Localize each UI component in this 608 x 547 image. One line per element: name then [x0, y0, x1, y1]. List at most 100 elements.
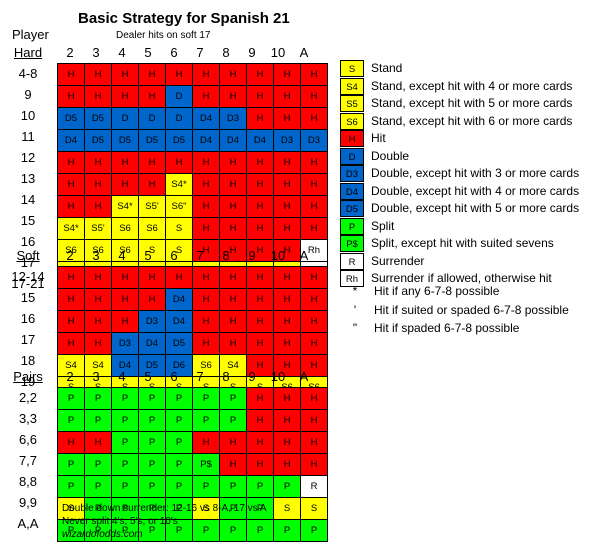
strategy-cell: H [219, 266, 247, 289]
strategy-cell: H [138, 288, 166, 311]
strategy-cell: H [300, 288, 328, 311]
strategy-cell: H [300, 332, 328, 355]
legend-item: P Split [340, 217, 608, 237]
player-hand-label: 12-14 [11, 269, 45, 284]
strategy-cell: D5 [84, 107, 112, 130]
strategy-cell: H [300, 409, 328, 432]
strategy-cell: H [192, 173, 220, 196]
strategy-cell: H [138, 151, 166, 174]
dealer-card-header: 3 [92, 248, 100, 263]
dealer-card-header: 6 [170, 45, 178, 60]
legend-item: D4 Double, except hit with 4 or more card… [340, 182, 608, 202]
footnote-text: Hit if spaded 6-7-8 possible [374, 321, 520, 335]
strategy-cell: D [165, 85, 193, 108]
dealer-card-header: A [299, 369, 309, 384]
strategy-cell: H [273, 173, 301, 196]
player-label: Player [12, 27, 49, 42]
strategy-cell: P [84, 475, 112, 498]
legend-swatch: S6 [340, 112, 364, 130]
strategy-cell: H [246, 63, 274, 86]
legend-text: Double, except hit with 3 or more cards [371, 166, 580, 180]
footnote-item: * Hit if any 6-7-8 possible [343, 283, 608, 303]
strategy-cell: P [219, 409, 247, 432]
dealer-card-header: 7 [196, 369, 204, 384]
strategy-cell: H [300, 195, 328, 218]
player-hand-label: 11 [21, 129, 35, 144]
strategy-cell: H [300, 151, 328, 174]
strategy-cell: P [192, 475, 220, 498]
legend-swatch: D3 [340, 165, 364, 182]
strategy-cell: H [246, 288, 274, 311]
strategy-cell: H [138, 85, 166, 108]
strategy-cell: D [138, 107, 166, 130]
strategy-cell: H [192, 288, 220, 311]
strategy-cell: P [84, 453, 112, 476]
strategy-cell: H [246, 217, 274, 240]
dealer-card-header: 10 [270, 248, 286, 263]
strategy-cell: P [273, 519, 301, 542]
player-hand-label: 17-21 [11, 276, 45, 291]
strategy-cell: H [57, 288, 85, 311]
strategy-cell: H [246, 195, 274, 218]
legend-swatch: S [340, 60, 364, 77]
dealer-card-header: 5 [144, 369, 152, 384]
dealer-card-header: 7 [196, 45, 204, 60]
strategy-cell: P [111, 409, 139, 432]
strategy-cell: S [165, 239, 193, 262]
strategy-cell: D5 [138, 129, 166, 152]
dealer-card-header: 8 [222, 369, 230, 384]
strategy-cell: H [192, 85, 220, 108]
strategy-cell: H [57, 151, 85, 174]
strategy-cell: H [111, 151, 139, 174]
strategy-cell: H [192, 217, 220, 240]
footnote-symbol: * [352, 284, 358, 298]
strategy-cell: P [138, 497, 166, 520]
table-row: H H H H S4* H H H H H [57, 173, 328, 196]
strategy-cell: D5 [111, 129, 139, 152]
strategy-cell: P [273, 475, 301, 498]
strategy-cell: H [246, 453, 274, 476]
legend-text: Surrender if allowed, otherwise hit [371, 271, 552, 285]
strategy-cell: S [57, 497, 85, 520]
legend-swatch: S5 [340, 95, 364, 112]
footnote-symbol: " [352, 321, 358, 335]
strategy-cell: H [57, 85, 85, 108]
section-label-soft: Soft [16, 248, 40, 263]
strategy-cell: H [57, 195, 85, 218]
footer-surrender-note: Double down surrender: 12-16 vs 8-A, 17 … [62, 503, 267, 514]
page-title: Basic Strategy for Spanish 21 [78, 10, 290, 27]
legend-swatch: S4 [340, 77, 364, 95]
legend-swatch: P [340, 217, 364, 235]
strategy-cell: H [84, 431, 112, 454]
strategy-cell: H [111, 288, 139, 311]
dealer-card-header: A [299, 248, 309, 263]
player-hand-label: 9,9 [18, 495, 38, 510]
player-hand-label: 16 [20, 234, 36, 249]
legend-swatch: H [340, 130, 364, 147]
strategy-cell: D4 [192, 129, 220, 152]
legend-item: S5 Stand, except hit with 5 or more cards [340, 94, 608, 114]
strategy-cell: D3 [111, 332, 139, 355]
strategy-cell: H [138, 266, 166, 289]
footnote-item: " Hit if spaded 6-7-8 possible [343, 320, 608, 340]
strategy-cell: S4* [165, 173, 193, 196]
strategy-cell: D4 [138, 332, 166, 355]
strategy-cell: P [111, 519, 139, 542]
strategy-cell: H [273, 107, 301, 130]
strategy-cell: H [273, 239, 301, 262]
strategy-cell: D5 [84, 129, 112, 152]
strategy-cell: H [273, 310, 301, 333]
strategy-cell: P [138, 519, 166, 542]
strategy-cell: H [300, 173, 328, 196]
strategy-cell: H [300, 85, 328, 108]
strategy-cell: H [192, 151, 220, 174]
strategy-cell: H [300, 453, 328, 476]
strategy-cell: P [246, 475, 274, 498]
strategy-cell: P [138, 431, 166, 454]
legend-item: S4 Stand, except hit with 4 or more cards [340, 77, 608, 97]
strategy-cell: S4 [219, 354, 247, 377]
strategy-cell: H [300, 266, 328, 289]
strategy-cell: D [165, 107, 193, 130]
